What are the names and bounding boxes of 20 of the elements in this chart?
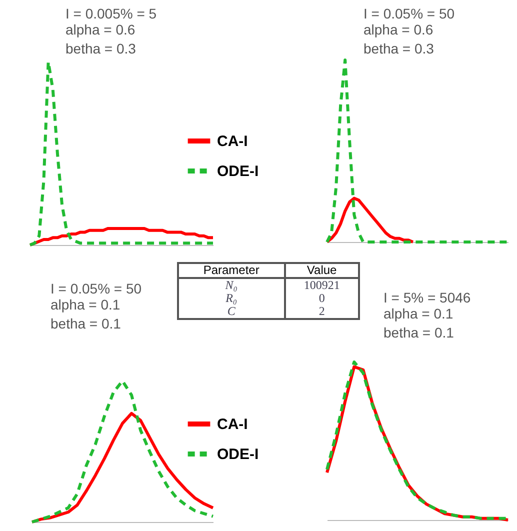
chart-subtitle: alpha = 0.1 betha = 0.1 [50, 296, 122, 332]
chart-title: I = 5% = 5046 [384, 290, 471, 306]
chart-title: I = 0.05% = 50 [364, 6, 455, 22]
chart-title: I = 0.05% = 50 [50, 280, 142, 296]
legend-label: CA-I [217, 133, 248, 150]
chart-subtitle: alpha = 0.6 betha = 0.3 [66, 22, 136, 56]
legend-label: ODE-I [217, 163, 259, 180]
legend-label: ODE-I [217, 446, 259, 463]
text: 100921 [284, 278, 359, 292]
chart-subtitle: alpha = 0.6 betha = 0.3 [364, 22, 434, 56]
text: R₀ [178, 291, 285, 305]
chart-title: I = 0.005% = 5 [66, 6, 157, 22]
text: Value [284, 263, 359, 278]
text: N₀ [178, 278, 285, 292]
chart-subtitle: alpha = 0.1 betha = 0.1 [384, 306, 454, 340]
text: C [178, 304, 285, 319]
legend-label: CA-I [217, 416, 248, 433]
text: Parameter [178, 263, 285, 278]
text: 0 [284, 291, 359, 305]
text: 2 [284, 304, 359, 319]
